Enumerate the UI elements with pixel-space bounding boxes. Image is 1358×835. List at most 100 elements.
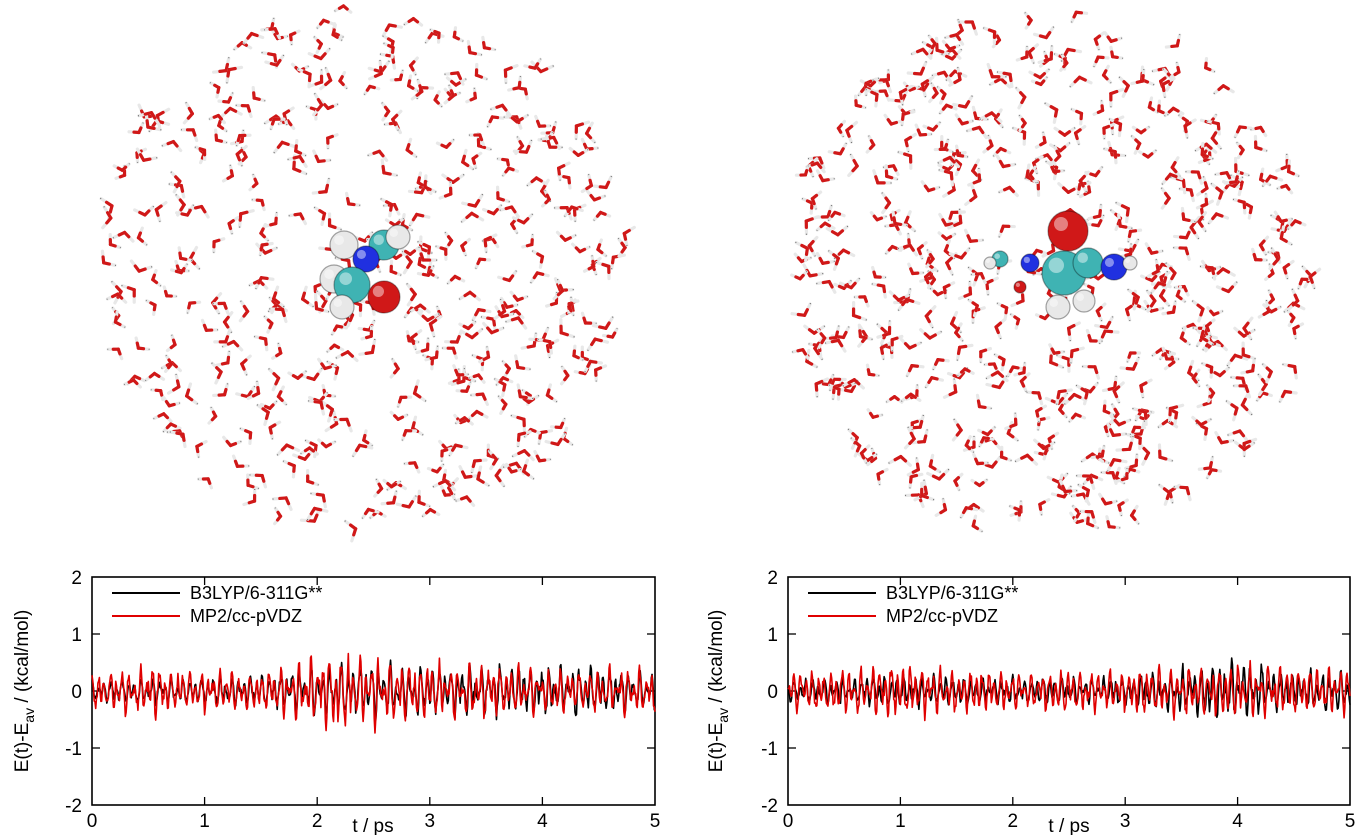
water-molecule <box>572 344 585 362</box>
water-molecule <box>582 254 596 273</box>
atom-hydrogen <box>329 230 359 260</box>
water-molecule <box>899 337 923 350</box>
water-molecule <box>967 167 982 187</box>
water-molecule <box>845 120 859 144</box>
water-molecule <box>162 285 178 298</box>
water-molecule <box>1085 214 1105 228</box>
water-molecule <box>1037 44 1054 64</box>
water-molecule <box>1035 404 1048 423</box>
water-molecule <box>300 367 324 381</box>
water-molecule <box>504 316 528 330</box>
water-molecule <box>271 342 283 360</box>
water-molecule <box>815 251 836 265</box>
water-molecule <box>112 162 131 172</box>
water-molecule <box>1028 68 1051 80</box>
water-molecule <box>522 458 535 481</box>
water-molecule <box>1257 299 1271 319</box>
water-molecule <box>1108 117 1123 138</box>
water-molecule <box>352 231 374 243</box>
water-molecule <box>440 446 453 463</box>
water-molecule <box>1191 368 1201 388</box>
water-molecule <box>903 426 916 450</box>
water-molecule <box>465 87 477 104</box>
water-molecule <box>947 208 963 230</box>
water-molecule <box>945 69 968 82</box>
water-molecule <box>865 134 876 154</box>
water-molecule <box>246 380 261 401</box>
water-molecule <box>235 385 256 399</box>
water-molecule <box>979 346 993 364</box>
water-molecule <box>905 364 925 378</box>
water-molecule <box>1286 309 1296 328</box>
water-molecule <box>1033 438 1056 450</box>
water-molecule <box>1102 123 1115 140</box>
water-molecule <box>964 435 975 454</box>
water-molecule <box>794 164 810 177</box>
water-molecules <box>99 4 636 543</box>
water-molecule <box>474 62 489 81</box>
water-molecule <box>416 240 432 261</box>
water-molecule <box>1161 76 1176 99</box>
water-molecule <box>120 284 136 304</box>
x-tick-label: 1 <box>895 811 906 832</box>
atom-hydrogen <box>1072 289 1096 313</box>
water-molecule <box>460 237 471 257</box>
water-molecule <box>1205 468 1223 480</box>
water-molecule <box>986 62 1007 79</box>
water-molecule <box>1092 99 1105 116</box>
water-molecule <box>287 369 308 380</box>
water-molecule <box>256 403 270 427</box>
water-molecule <box>1208 366 1231 378</box>
water-molecule <box>144 371 166 382</box>
water-molecule <box>825 225 849 237</box>
water-molecule <box>1019 372 1031 393</box>
water-molecule <box>1075 474 1096 490</box>
water-molecule <box>166 373 181 395</box>
water-molecule <box>209 81 221 99</box>
water-molecule <box>264 211 279 228</box>
water-molecule <box>389 69 405 82</box>
water-molecule <box>890 334 904 352</box>
water-molecule <box>1055 353 1071 373</box>
water-molecule <box>596 238 608 258</box>
water-molecule <box>1261 362 1273 384</box>
water-molecule <box>884 244 903 255</box>
water-molecule <box>458 465 479 479</box>
water-molecule <box>250 198 266 212</box>
water-molecule <box>959 506 979 519</box>
water-molecule <box>801 197 814 215</box>
water-molecule <box>315 18 335 30</box>
water-molecule <box>557 173 572 190</box>
water-molecule <box>1286 159 1300 178</box>
water-molecule <box>952 94 974 109</box>
water-molecule <box>483 233 498 254</box>
water-molecule <box>1034 131 1047 149</box>
water-molecule <box>408 56 419 76</box>
water-molecule <box>793 252 813 264</box>
water-molecule <box>885 395 904 404</box>
water-molecule <box>428 315 443 338</box>
water-molecule <box>1103 31 1123 43</box>
water-molecule <box>988 77 1012 89</box>
legend-label-red: MP2/cc-pVDZ <box>190 606 302 626</box>
water-molecule <box>331 23 343 42</box>
water-molecule <box>813 336 825 361</box>
water-molecule <box>313 206 327 227</box>
water-molecule <box>1191 415 1213 427</box>
water-molecule <box>1004 412 1018 431</box>
water-molecule <box>1078 170 1090 193</box>
water-molecule <box>914 123 933 137</box>
water-molecule <box>903 210 917 233</box>
water-molecule <box>1079 509 1097 524</box>
water-molecule <box>1048 343 1066 355</box>
water-molecule <box>497 394 508 415</box>
water-molecule <box>1130 134 1142 155</box>
x-tick-label: 1 <box>199 811 210 832</box>
water-molecule <box>1038 498 1051 516</box>
water-molecule <box>1138 149 1158 159</box>
water-molecule <box>1184 170 1204 185</box>
water-molecule <box>312 149 332 164</box>
water-molecule <box>185 382 199 406</box>
water-molecule <box>210 361 223 385</box>
water-molecule <box>1251 247 1268 262</box>
